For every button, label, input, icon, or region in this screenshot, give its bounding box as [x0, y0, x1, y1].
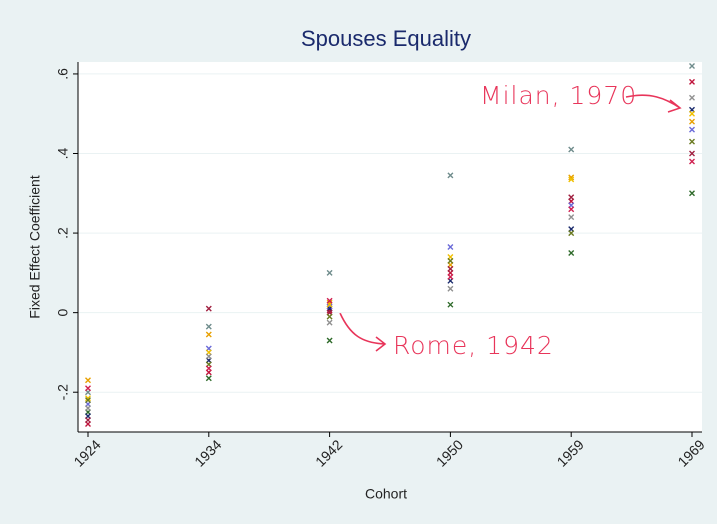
- marker: [689, 110, 695, 117]
- marker: [447, 273, 454, 280]
- marker: [205, 375, 212, 382]
- marker: [205, 331, 212, 338]
- marker: [568, 146, 575, 153]
- marker: [689, 78, 695, 85]
- marker: [447, 265, 454, 272]
- marker: [205, 323, 212, 330]
- marker: [447, 172, 454, 179]
- marker: [689, 118, 695, 125]
- marker: [568, 230, 575, 237]
- marker: [689, 138, 695, 145]
- marker: [326, 319, 333, 326]
- marker: [568, 249, 575, 256]
- marker: [568, 174, 575, 181]
- y-tick-label: .2: [55, 227, 71, 239]
- plot-area: [78, 62, 702, 432]
- marker: [205, 365, 212, 372]
- marker: [326, 303, 333, 310]
- marker: [326, 313, 333, 320]
- marker: [85, 405, 91, 412]
- marker: [447, 301, 454, 308]
- marker: [85, 417, 91, 424]
- marker: [568, 194, 575, 201]
- marker: [689, 150, 695, 157]
- y-tick-label: .4: [55, 147, 71, 159]
- y-tick-label: -.2: [55, 384, 71, 401]
- marker: [205, 353, 212, 360]
- marker: [568, 176, 575, 183]
- marker: [689, 126, 695, 133]
- annotation: Milan, 1970: [480, 81, 637, 110]
- annotation-arrow: [339, 312, 387, 352]
- marker: [689, 62, 695, 69]
- marker: [205, 305, 212, 312]
- x-axis-label: Cohort: [365, 486, 407, 502]
- marker: [689, 158, 695, 165]
- annotation-arrow: [625, 94, 682, 113]
- marker: [85, 397, 91, 404]
- marker: [689, 94, 695, 101]
- y-tick-label: .6: [55, 68, 71, 80]
- marker: [85, 385, 91, 392]
- marker: [568, 206, 575, 213]
- marker: [447, 257, 454, 264]
- marker: [568, 214, 575, 221]
- y-axis-label: Fixed Effect Coefficient: [27, 175, 43, 319]
- annotation: Rome, 1942: [393, 331, 554, 360]
- marker: [326, 337, 333, 344]
- marker: [447, 285, 454, 292]
- marker: [85, 377, 91, 384]
- marker: [447, 244, 454, 250]
- marker: [326, 269, 333, 276]
- marker: [85, 395, 91, 402]
- marker: [689, 190, 695, 197]
- chart-title: Spouses Equality: [301, 26, 471, 51]
- marker: [326, 297, 333, 304]
- y-tick-label: 0: [55, 309, 71, 317]
